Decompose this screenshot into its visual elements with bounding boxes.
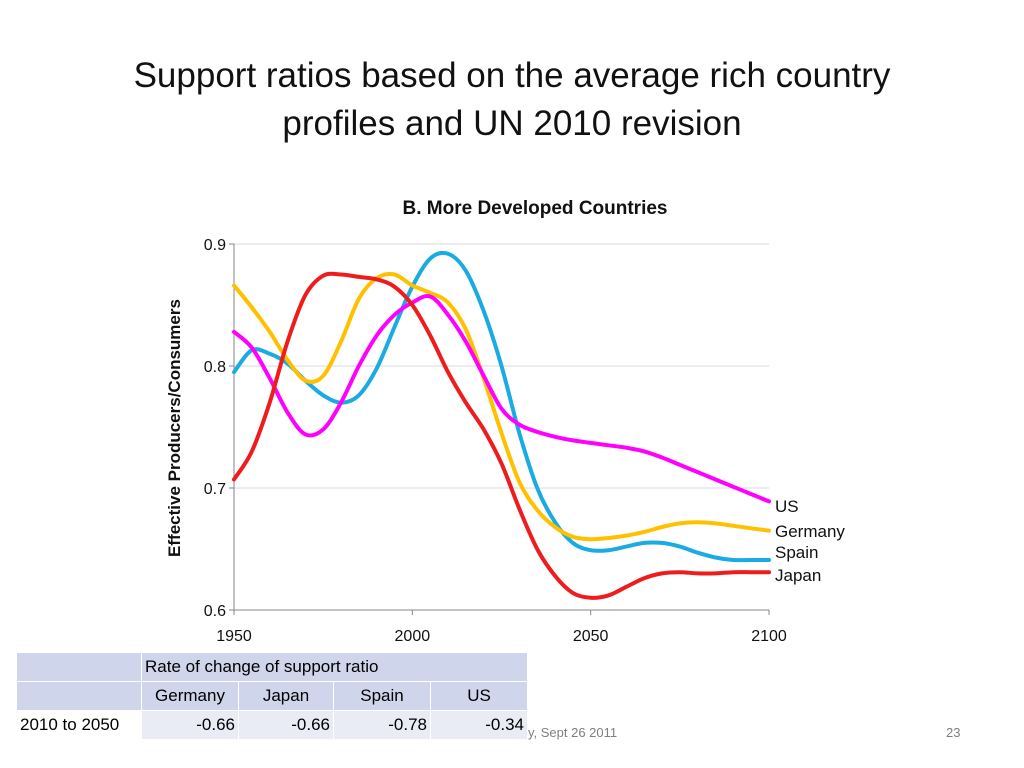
table-header-span: Rate of change of support ratio <box>141 652 528 682</box>
column-header-germany: Germany <box>141 681 239 711</box>
table-header-row: Rate of change of support ratio <box>16 652 528 682</box>
tick-and-series-labels: 0.6 0.7 0.8 0.9 1950 2000 2050 2100 US Germany Spa… <box>204 237 846 645</box>
value-us: -0.34 <box>430 710 528 740</box>
table-row: 2010 to 2050 -0.66 -0.66 -0.78 -0.34 <box>16 710 528 740</box>
slide-title-line-1: Support ratios based on the average rich… <box>133 56 891 95</box>
series-lines <box>232 250 771 600</box>
y-tick-label: 0.6 <box>204 603 226 620</box>
column-header-japan: Japan <box>238 681 334 711</box>
column-header-spain: Spain <box>333 681 431 711</box>
series-label-spain: Spain <box>775 543 818 562</box>
slide-title-line-2: profiles and UN 2010 revision <box>282 104 742 143</box>
chart-title: B. More Developed Countries <box>402 198 668 219</box>
series-label-japan: Japan <box>775 566 821 585</box>
axes <box>229 243 770 615</box>
series-label-us: US <box>775 497 799 516</box>
value-spain: -0.78 <box>333 710 431 740</box>
series-line-spain <box>232 250 771 563</box>
table-corner-cell <box>16 652 142 682</box>
value-germany: -0.66 <box>141 710 239 740</box>
y-tick-label: 0.9 <box>204 237 226 254</box>
series-label-germany: Germany <box>775 522 845 541</box>
x-tick-label: 1950 <box>216 628 252 645</box>
value-japan: -0.66 <box>238 710 334 740</box>
slide-title: Support ratios based on the average rich… <box>60 52 964 148</box>
y-tick-label: 0.8 <box>204 359 226 376</box>
x-tick-label: 2050 <box>573 628 609 645</box>
series-line-japan <box>232 271 771 600</box>
series-line-germany <box>232 271 771 542</box>
column-header-us: US <box>430 681 528 711</box>
table-column-row: Germany Japan Spain US <box>16 681 528 711</box>
table-row-label: 2010 to 2050 <box>16 710 142 740</box>
x-tick-label: 2000 <box>395 628 431 645</box>
y-tick-label: 0.7 <box>204 481 226 498</box>
x-tick-label: 2100 <box>751 628 787 645</box>
table-empty-cell <box>16 681 142 711</box>
page-number: 23 <box>946 725 961 740</box>
series-line-us <box>232 294 771 504</box>
footer-text: y, Sept 26 2011 <box>528 725 618 740</box>
rate-of-change-table: Rate of change of support ratio Germany … <box>16 652 528 740</box>
